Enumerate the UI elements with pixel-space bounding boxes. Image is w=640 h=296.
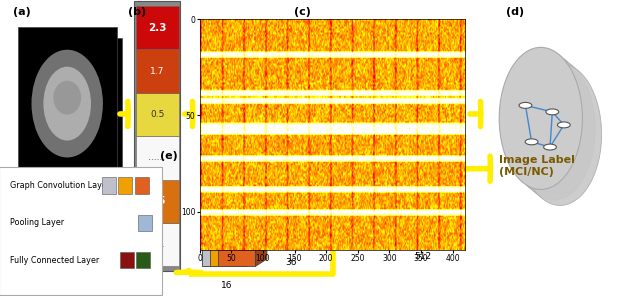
Polygon shape <box>410 60 436 65</box>
Text: Pooling Layer: Pooling Layer <box>10 218 64 227</box>
Text: (d): (d) <box>506 7 524 17</box>
Polygon shape <box>326 70 380 77</box>
Bar <box>218 53 255 266</box>
Polygon shape <box>311 58 323 243</box>
Polygon shape <box>428 60 436 237</box>
Text: 16: 16 <box>221 281 232 290</box>
Polygon shape <box>364 70 375 219</box>
Ellipse shape <box>53 81 81 115</box>
Polygon shape <box>239 46 250 266</box>
Text: 2: 2 <box>444 228 449 237</box>
Text: 64: 64 <box>346 234 357 243</box>
Polygon shape <box>255 46 267 266</box>
Circle shape <box>543 144 556 150</box>
Text: (a): (a) <box>13 7 31 17</box>
Ellipse shape <box>44 67 91 141</box>
Circle shape <box>557 122 570 128</box>
Bar <box>136 223 179 266</box>
Polygon shape <box>343 70 392 77</box>
Text: 0.1: 0.1 <box>150 240 164 249</box>
Ellipse shape <box>518 63 602 205</box>
Polygon shape <box>368 70 380 219</box>
Text: 512: 512 <box>414 252 431 260</box>
Polygon shape <box>303 58 314 243</box>
Polygon shape <box>210 46 259 53</box>
Bar <box>326 77 364 219</box>
Circle shape <box>519 102 532 108</box>
Polygon shape <box>282 58 331 65</box>
Bar <box>135 177 149 194</box>
Bar <box>136 93 179 136</box>
Polygon shape <box>247 46 259 266</box>
Text: (b): (b) <box>128 7 146 17</box>
Bar <box>202 53 239 266</box>
Bar <box>138 215 152 231</box>
Bar <box>435 83 449 213</box>
Text: ......: ...... <box>148 153 166 163</box>
Bar <box>202 53 243 266</box>
Bar <box>335 77 372 219</box>
Bar <box>136 136 179 180</box>
FancyBboxPatch shape <box>0 167 162 295</box>
Polygon shape <box>380 70 392 219</box>
Ellipse shape <box>506 53 589 195</box>
Text: 0.5: 0.5 <box>150 110 164 119</box>
Text: 1.5: 1.5 <box>148 196 166 206</box>
Bar <box>136 180 179 223</box>
Polygon shape <box>372 70 383 219</box>
Circle shape <box>525 139 538 145</box>
Text: 2.3: 2.3 <box>148 22 166 33</box>
Text: Fully Connected Layer: Fully Connected Layer <box>10 255 99 265</box>
Polygon shape <box>266 58 314 65</box>
Text: (e): (e) <box>160 151 178 161</box>
Bar <box>136 252 150 268</box>
Polygon shape <box>266 58 319 65</box>
Text: (c): (c) <box>294 7 311 17</box>
Polygon shape <box>326 70 375 77</box>
Bar <box>134 1 180 271</box>
Text: 36: 36 <box>285 258 296 266</box>
Bar <box>282 65 319 243</box>
Polygon shape <box>218 46 267 53</box>
Polygon shape <box>274 58 323 65</box>
Text: ...: ... <box>14 232 28 246</box>
Bar <box>210 53 247 266</box>
Polygon shape <box>307 58 319 243</box>
Bar <box>410 65 428 237</box>
Bar <box>120 252 134 268</box>
FancyBboxPatch shape <box>23 38 122 192</box>
Polygon shape <box>319 58 331 243</box>
Polygon shape <box>335 70 383 77</box>
Text: Image Label
(MCI/NC): Image Label (MCI/NC) <box>499 155 575 176</box>
Bar <box>118 177 132 194</box>
Ellipse shape <box>499 47 582 189</box>
Bar <box>102 177 116 194</box>
Bar <box>274 65 311 243</box>
Text: 1.7: 1.7 <box>150 67 164 75</box>
Bar <box>136 49 179 93</box>
Bar <box>136 6 179 49</box>
Bar <box>326 77 368 219</box>
Bar <box>266 65 303 243</box>
Polygon shape <box>449 78 458 213</box>
Bar <box>266 65 307 243</box>
Ellipse shape <box>31 50 103 157</box>
Polygon shape <box>202 46 250 53</box>
FancyBboxPatch shape <box>17 27 116 181</box>
Text: Graph Convolution Layer: Graph Convolution Layer <box>10 181 110 190</box>
Polygon shape <box>243 46 255 266</box>
Polygon shape <box>435 78 458 83</box>
Ellipse shape <box>512 58 595 200</box>
Polygon shape <box>202 46 255 53</box>
Circle shape <box>546 109 559 115</box>
Bar <box>343 77 380 219</box>
